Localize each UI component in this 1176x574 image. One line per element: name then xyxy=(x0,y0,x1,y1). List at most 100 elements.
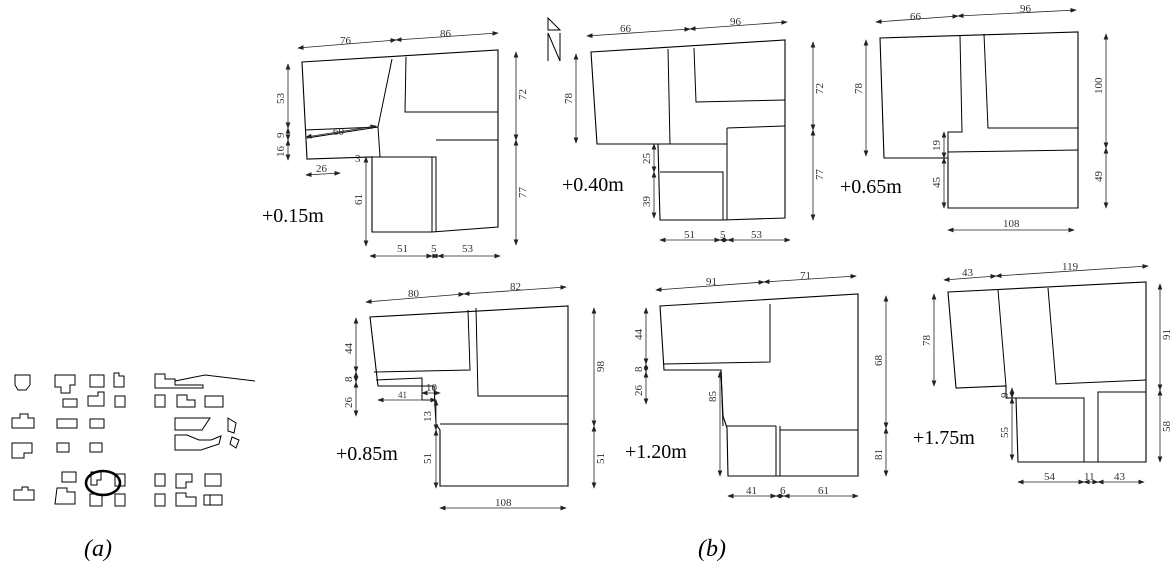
dim-label: 9 xyxy=(999,392,1011,398)
dim-label: 98 xyxy=(595,361,607,373)
dim-label: 96 xyxy=(730,16,742,28)
map-building xyxy=(113,372,125,388)
dim-label: 8 xyxy=(633,366,645,372)
dim-label: 85 xyxy=(707,391,719,403)
plan-1: 76 86 53 9 16 60 26 3 72 77 61 51 5 53 +… xyxy=(262,28,529,259)
dim-label: 10 xyxy=(426,382,438,394)
dim-label: 108 xyxy=(495,497,512,509)
selected-building-circle xyxy=(84,469,122,497)
map-building xyxy=(61,471,77,483)
dim-label: 11 xyxy=(1084,471,1095,483)
map-building xyxy=(56,442,70,453)
elevation-label: +0.65m xyxy=(840,176,902,198)
plan-3: 66 96 78 100 19 45 49 108 +0.65m xyxy=(840,3,1109,233)
dim-label: 53 xyxy=(275,93,287,105)
map-building xyxy=(54,374,76,394)
dim-label: 54 xyxy=(1044,471,1056,483)
map-building xyxy=(175,473,193,489)
dim-label: 71 xyxy=(800,270,811,282)
dim-label: 26 xyxy=(316,163,328,175)
map-building xyxy=(13,486,35,501)
map-building xyxy=(87,391,105,407)
dim-label: 78 xyxy=(853,83,865,95)
dim-label: 60 xyxy=(333,126,345,138)
dim-label: 68 xyxy=(873,355,885,367)
caption-a: (a) xyxy=(84,536,112,562)
dim-label: 100 xyxy=(1093,77,1105,94)
map-building xyxy=(174,417,211,431)
dim-label: 41 xyxy=(398,390,407,400)
dim-label: 6 xyxy=(780,485,786,497)
dim-label: 55 xyxy=(999,427,1011,439)
elevation-label: +0.40m xyxy=(562,174,624,196)
dim-label: 77 xyxy=(517,187,529,199)
dim-label: 5 xyxy=(720,229,726,241)
map-building xyxy=(204,395,224,408)
dim-label: 72 xyxy=(814,83,826,94)
dim-label: 45 xyxy=(931,177,943,189)
dim-label: 91 xyxy=(706,276,717,288)
dim-label: 19 xyxy=(931,140,943,152)
dim-label: 51 xyxy=(422,453,434,464)
map-building xyxy=(89,374,105,388)
dim-label: 51 xyxy=(595,453,607,464)
dim-label: 119 xyxy=(1062,261,1079,273)
map-building xyxy=(89,418,105,429)
dim-label: 76 xyxy=(340,35,352,47)
elevation-label: +1.75m xyxy=(913,427,975,449)
map-building xyxy=(154,373,204,389)
map-building xyxy=(114,395,126,408)
map-building xyxy=(56,418,78,429)
map-building xyxy=(62,398,78,408)
dim-label: 61 xyxy=(353,194,365,205)
dim-label: 66 xyxy=(910,11,922,23)
dim-label: 78 xyxy=(563,93,575,105)
map-building xyxy=(204,473,222,487)
dim-label: 80 xyxy=(408,288,420,300)
dim-label: 81 xyxy=(873,449,885,460)
map-building xyxy=(114,493,126,507)
dim-label: 16 xyxy=(275,146,287,158)
dim-label: 44 xyxy=(343,343,355,355)
north-arrow-icon xyxy=(547,16,562,62)
dim-label: 82 xyxy=(510,281,521,293)
dim-label: 58 xyxy=(1161,421,1173,433)
caption-b: (b) xyxy=(698,536,726,562)
map-building xyxy=(154,473,166,487)
plan-2: 66 96 78 72 77 25 39 51 5 53 +0.40m xyxy=(562,16,826,243)
map-building xyxy=(154,493,166,507)
map-building xyxy=(175,492,197,507)
dim-label: 39 xyxy=(641,196,653,208)
dim-label: 78 xyxy=(921,335,933,347)
dim-label: 13 xyxy=(422,411,434,423)
elevation-label: +0.15m xyxy=(262,205,324,227)
map-building xyxy=(174,434,222,451)
dim-label: 25 xyxy=(641,153,653,165)
dim-label: 72 xyxy=(517,89,529,100)
map-building xyxy=(203,494,223,506)
elevation-label: +0.85m xyxy=(336,443,398,465)
map-building xyxy=(154,394,166,408)
map-building xyxy=(11,442,33,459)
map-building xyxy=(176,394,196,408)
elevation-label: +1.20m xyxy=(625,441,687,463)
dim-label: 77 xyxy=(814,169,826,181)
dim-label: 96 xyxy=(1020,3,1032,15)
dim-label: 43 xyxy=(1114,471,1126,483)
dim-label: 91 xyxy=(1161,329,1173,340)
dim-label: 53 xyxy=(751,229,763,241)
map-building xyxy=(14,374,31,391)
map-building xyxy=(227,417,237,434)
dim-label: 41 xyxy=(746,485,757,497)
dim-label: 26 xyxy=(343,397,355,409)
dim-label: 26 xyxy=(633,385,645,397)
map-building xyxy=(54,487,76,505)
plan-4: 80 82 44 8 26 10 41 13 51 98 51 108 +0.8… xyxy=(336,281,607,511)
dim-label: 66 xyxy=(620,23,632,35)
dim-label: 3 xyxy=(355,153,361,165)
map-building xyxy=(11,413,35,429)
map-building xyxy=(89,442,103,453)
dim-label: 61 xyxy=(818,485,829,497)
